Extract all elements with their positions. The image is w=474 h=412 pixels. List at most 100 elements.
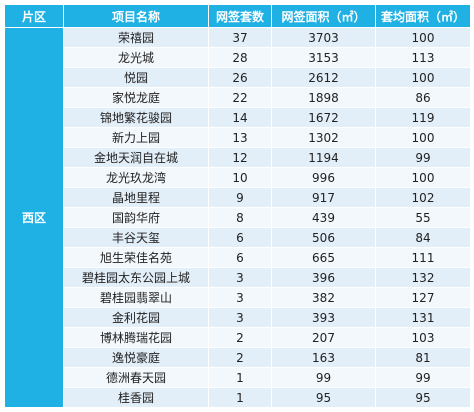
table-row: 龙光城 28 3153 113 bbox=[5, 47, 471, 68]
project-name-cell: 逸悦豪庭 bbox=[63, 347, 209, 368]
project-name-cell: 金利花园 bbox=[63, 307, 209, 328]
signed-area-cell: 665 bbox=[271, 247, 376, 268]
signed-units-cell: 22 bbox=[208, 87, 272, 108]
signed-units-cell: 2 bbox=[208, 327, 272, 348]
signed-units-cell: 8 bbox=[208, 207, 272, 228]
project-name-cell: 德洲春天园 bbox=[63, 367, 209, 388]
signed-area-cell: 917 bbox=[271, 187, 376, 208]
table-row: 家悦龙庭 22 1898 86 bbox=[5, 87, 471, 108]
signed-area-cell: 1672 bbox=[271, 107, 376, 128]
signed-area-cell: 506 bbox=[271, 227, 376, 248]
signed-area-cell: 393 bbox=[271, 307, 376, 328]
table-row: 金利花园 3 393 131 bbox=[5, 307, 471, 328]
table-row: 丰谷天玺 6 506 84 bbox=[5, 227, 471, 248]
average-area-cell: 99 bbox=[375, 147, 471, 168]
table-row: 新力上园 13 1302 100 bbox=[5, 127, 471, 148]
table-row: 金地天润自在城 12 1194 99 bbox=[5, 147, 471, 168]
table-row: 悦园 26 2612 100 bbox=[5, 67, 471, 88]
signed-area-cell: 996 bbox=[271, 167, 376, 188]
signed-units-cell: 28 bbox=[208, 47, 272, 68]
average-area-cell: 81 bbox=[375, 347, 471, 368]
signed-units-cell: 2 bbox=[208, 347, 272, 368]
average-area-cell: 132 bbox=[375, 267, 471, 288]
signed-units-cell: 12 bbox=[208, 147, 272, 168]
signed-area-cell: 207 bbox=[271, 327, 376, 348]
table-row: 国韵华府 8 439 55 bbox=[5, 207, 471, 228]
average-area-cell: 100 bbox=[375, 167, 471, 188]
project-name-cell: 国韵华府 bbox=[63, 207, 209, 228]
project-name-cell: 晶地里程 bbox=[63, 187, 209, 208]
header-signed-area: 网签面积（㎡） bbox=[271, 4, 376, 28]
signed-area-cell: 3153 bbox=[271, 47, 376, 68]
project-name-cell: 碧桂园太东公园上城 bbox=[63, 267, 209, 288]
header-signed-units: 网签套数 bbox=[208, 4, 272, 28]
header-row: 片区 项目名称 网签套数 网签面积（㎡） 套均面积（㎡） bbox=[4, 4, 471, 28]
signed-area-cell: 163 bbox=[271, 347, 376, 368]
signed-area-cell: 1302 bbox=[271, 127, 376, 148]
average-area-cell: 99 bbox=[375, 367, 471, 388]
signed-area-cell: 2612 bbox=[271, 67, 376, 88]
project-name-cell: 碧桂园翡翠山 bbox=[63, 287, 209, 308]
project-name-cell: 荣禧园 bbox=[63, 27, 209, 48]
signed-units-cell: 6 bbox=[208, 247, 272, 268]
table-row: 旭生荣佳名苑 6 665 111 bbox=[5, 247, 471, 268]
average-area-cell: 100 bbox=[375, 27, 471, 48]
table-row: 逸悦豪庭 2 163 81 bbox=[5, 347, 471, 368]
average-area-cell: 131 bbox=[375, 307, 471, 328]
project-name-cell: 锦地繁花骏园 bbox=[63, 107, 209, 128]
average-area-cell: 119 bbox=[375, 107, 471, 128]
signed-area-cell: 99 bbox=[271, 367, 376, 388]
average-area-cell: 55 bbox=[375, 207, 471, 228]
signed-units-cell: 3 bbox=[208, 267, 272, 288]
average-area-cell: 102 bbox=[375, 187, 471, 208]
project-name-cell: 金地天润自在城 bbox=[63, 147, 209, 168]
table-row: 桂香园 1 95 95 bbox=[5, 387, 471, 408]
table-row: 德洲春天园 1 99 99 bbox=[5, 367, 471, 388]
header-project-name: 项目名称 bbox=[63, 4, 209, 28]
signed-area-cell: 382 bbox=[271, 287, 376, 308]
table-row: 碧桂园太东公园上城 3 396 132 bbox=[5, 267, 471, 288]
header-average-area: 套均面积（㎡） bbox=[375, 4, 471, 28]
table-header: 片区 项目名称 网签套数 网签面积（㎡） 套均面积（㎡） bbox=[4, 4, 471, 28]
signed-units-cell: 37 bbox=[208, 27, 272, 48]
average-area-cell: 103 bbox=[375, 327, 471, 348]
average-area-cell: 84 bbox=[375, 227, 471, 248]
district-cell: 西区 bbox=[4, 27, 64, 408]
signed-units-cell: 1 bbox=[208, 387, 272, 408]
sales-table: 片区 项目名称 网签套数 网签面积（㎡） 套均面积（㎡） 西区 荣禧园 37 3703… bbox=[4, 4, 471, 408]
signed-area-cell: 1194 bbox=[271, 147, 376, 168]
signed-units-cell: 9 bbox=[208, 187, 272, 208]
average-area-cell: 113 bbox=[375, 47, 471, 68]
signed-units-cell: 6 bbox=[208, 227, 272, 248]
signed-units-cell: 14 bbox=[208, 107, 272, 128]
signed-units-cell: 3 bbox=[208, 307, 272, 328]
table-row: 锦地繁花骏园 14 1672 119 bbox=[5, 107, 471, 128]
project-name-cell: 龙光玖龙湾 bbox=[63, 167, 209, 188]
signed-area-cell: 396 bbox=[271, 267, 376, 288]
table-row: 西区 荣禧园 37 3703 100 bbox=[4, 27, 471, 408]
table-row: 博林腾瑞花园 2 207 103 bbox=[5, 327, 471, 348]
signed-units-cell: 3 bbox=[208, 287, 272, 308]
project-name-cell: 桂香园 bbox=[63, 387, 209, 408]
average-area-cell: 100 bbox=[375, 67, 471, 88]
project-name-cell: 新力上园 bbox=[63, 127, 209, 148]
sales-table-container: 片区 项目名称 网签套数 网签面积（㎡） 套均面积（㎡） 西区 荣禧园 37 3703… bbox=[4, 4, 471, 408]
project-name-cell: 悦园 bbox=[63, 67, 209, 88]
project-name-cell: 家悦龙庭 bbox=[63, 87, 209, 108]
project-name-cell: 旭生荣佳名苑 bbox=[63, 247, 209, 268]
project-name-cell: 丰谷天玺 bbox=[63, 227, 209, 248]
signed-area-cell: 1898 bbox=[271, 87, 376, 108]
project-name-cell: 博林腾瑞花园 bbox=[63, 327, 209, 348]
average-area-cell: 86 bbox=[375, 87, 471, 108]
average-area-cell: 100 bbox=[375, 127, 471, 148]
table-row: 晶地里程 9 917 102 bbox=[5, 187, 471, 208]
project-name-cell: 龙光城 bbox=[63, 47, 209, 68]
average-area-cell: 127 bbox=[375, 287, 471, 308]
signed-units-cell: 13 bbox=[208, 127, 272, 148]
table-row: 龙光玖龙湾 10 996 100 bbox=[5, 167, 471, 188]
table-body: 西区 荣禧园 37 3703 100 龙光城 28 3153 113 悦园 26 2612 100 家悦龙… bbox=[4, 27, 471, 408]
signed-area-cell: 439 bbox=[271, 207, 376, 228]
signed-units-cell: 26 bbox=[208, 67, 272, 88]
table-row: 碧桂园翡翠山 3 382 127 bbox=[5, 287, 471, 308]
average-area-cell: 95 bbox=[375, 387, 471, 408]
